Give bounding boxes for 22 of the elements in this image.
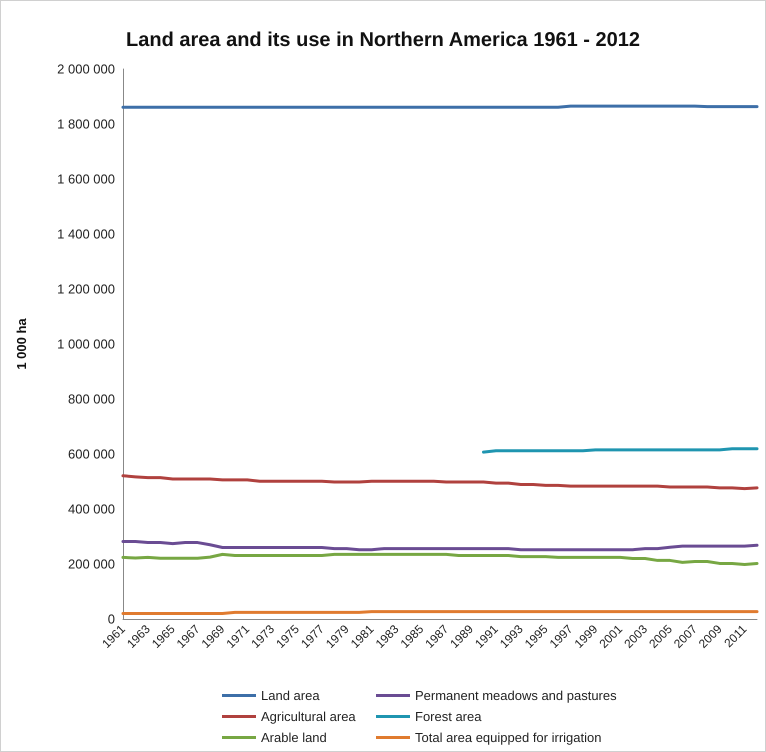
legend-label: Arable land (261, 730, 327, 745)
y-tick-label: 1 600 000 (57, 172, 115, 186)
line-series (122, 474, 758, 490)
y-tick-label: 800 000 (68, 392, 115, 406)
y-tick-label: 1 200 000 (57, 282, 115, 296)
y-tick-label: 200 000 (68, 556, 115, 572)
y-tick-label: 1 800 000 (57, 116, 115, 132)
y-tick-label: 1 400 000 (57, 226, 115, 242)
legend-label: Total area equipped for irrigation (415, 730, 602, 745)
legend-label: Land area (261, 688, 320, 703)
line-series (122, 540, 758, 552)
line-series (122, 552, 758, 566)
y-tick-label: 400 000 (68, 502, 115, 516)
legend-label: Permanent meadows and pastures (415, 688, 618, 703)
legend-label: Forest area (415, 709, 482, 724)
legend-label: Agricultural area (261, 709, 356, 724)
y-tick-label: 2 000 000 (57, 62, 115, 76)
y-tick-label: 1 000 000 (57, 336, 115, 352)
y-tick-label: 0 (108, 612, 115, 626)
chart-title: Land area and its use in Northern America 1961 - 2012 (126, 29, 640, 51)
y-axis-title: 1 000 ha (14, 318, 29, 370)
y-tick-label: 600 000 (68, 446, 115, 462)
